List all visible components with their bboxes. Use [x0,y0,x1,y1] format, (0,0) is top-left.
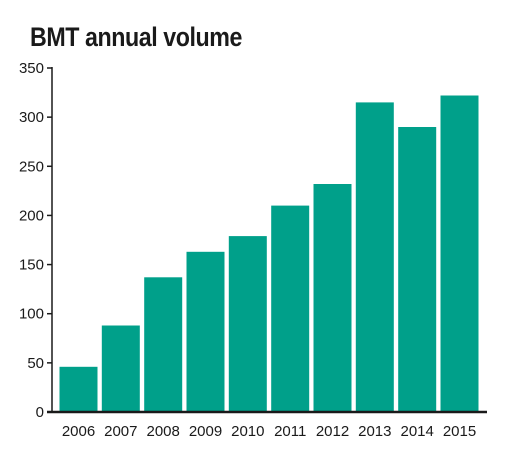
bar-2014 [398,127,437,412]
y-tick-label-100: 100 [19,306,44,323]
bar-2008 [144,277,183,412]
y-tick-label-350: 350 [19,60,44,77]
x-tick-label-2009: 2009 [189,423,222,440]
bars-group [59,95,479,413]
chart-title: BMT annual volume [30,22,243,52]
bar-2012 [313,184,352,412]
x-tick-label-2013: 2013 [358,423,391,440]
x-tick-label-2006: 2006 [62,423,95,440]
bar-2011 [271,205,310,412]
x-tick-label-2014: 2014 [401,423,434,440]
x-tick-label-2015: 2015 [443,423,476,440]
x-axis: 2006 2007 2008 2009 2010 2011 2012 2013 2014 2015 [47,410,487,440]
x-tick-label-2007: 2007 [104,423,137,440]
y-tick-label-0: 0 [36,404,44,421]
bar-2006 [59,366,98,412]
x-tick-label-2008: 2008 [147,423,180,440]
y-axis: 0 50 100 150 200 250 300 350 [19,60,53,421]
bar-2010 [228,236,267,412]
y-tick-label-50: 50 [27,355,44,372]
x-tick-label-2011: 2011 [274,423,306,440]
bar-2013 [355,102,394,413]
y-tick-label-250: 250 [19,158,44,175]
bar-2009 [186,251,225,412]
bar-2007 [101,325,140,412]
x-tick-label-2012: 2012 [316,423,349,440]
x-tick-label-2010: 2010 [231,423,264,440]
y-tick-label-300: 300 [19,109,44,126]
y-tick-label-150: 150 [19,257,44,274]
y-tick-label-200: 200 [19,207,44,224]
bar-2015 [440,95,479,412]
